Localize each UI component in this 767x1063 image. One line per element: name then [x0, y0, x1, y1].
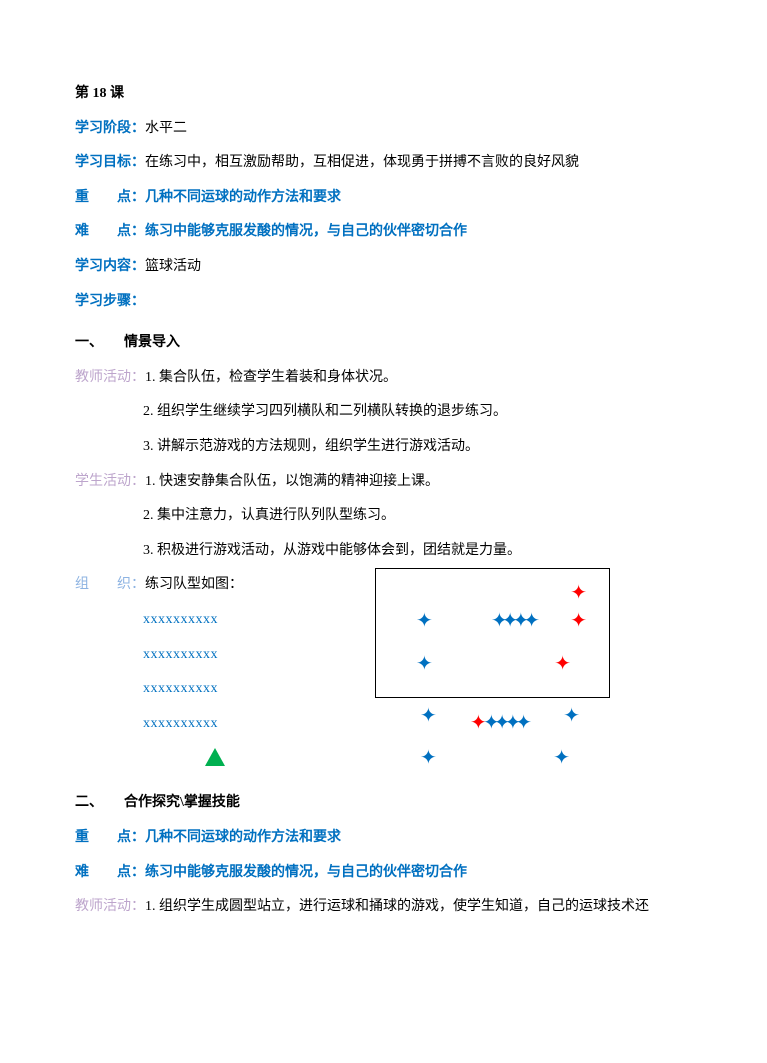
star-icon: ✦ [420, 706, 437, 726]
difficulty-row: 难 点：练习中能够克服发酸的情况，与自己的伙伴密切合作 [75, 215, 692, 249]
keypoint2-value: 几种不同运球的动作方法和要求 [145, 830, 341, 845]
teacher-item-3: 3. 讲解示范游戏的方法规则，组织学生进行游戏活动。 [75, 430, 692, 464]
content-row: 学习内容：篮球活动 [75, 250, 692, 284]
formation-left: 组 织：练习队型如图： xxxxxxxxxx xxxxxxxxxx xxxxxx… [75, 568, 355, 766]
formation-layout: 组 织：练习队型如图： xxxxxxxxxx xxxxxxxxxx xxxxxx… [75, 568, 692, 778]
star-icon: ✦ [570, 611, 587, 631]
triangle-marker [205, 748, 225, 766]
star-icon: ✦ [570, 583, 587, 603]
star-icon: ✦ [553, 748, 570, 768]
bottom-diagram: ✦ ✦ ✦✦✦✦ ✦ ✦ ✦ [375, 698, 610, 778]
content-value: 篮球活动 [145, 259, 201, 274]
keypoint-row: 重 点：几种不同运球的动作方法和要求 [75, 181, 692, 215]
section1-heading: 一、 情景导入 [75, 326, 692, 360]
section2-heading: 二、 合作探究\掌握技能 [75, 786, 692, 820]
star-icon: ✦ [416, 611, 433, 631]
teacher-item-2: 2. 组织学生继续学习四列横队和二列横队转换的退步练习。 [75, 395, 692, 429]
keypoint-value: 几种不同运球的动作方法和要求 [145, 190, 341, 205]
difficulty-label: 难 点： [75, 224, 145, 239]
goal-row: 学习目标：在练习中，相互激励帮助，互相促进，体现勇于拼搏不言败的良好风貌 [75, 146, 692, 180]
teacher-item-1: 1. 集合队伍，检查学生着装和身体状况。 [145, 370, 397, 385]
difficulty2-label: 难 点： [75, 865, 145, 880]
star-group-icon: ✦✦✦✦ [483, 713, 526, 733]
difficulty2-value: 练习中能够克服发酸的情况，与自己的伙伴密切合作 [145, 865, 467, 880]
teacher-row-1: 教师活动：1. 集合队伍，检查学生着装和身体状况。 [75, 361, 692, 395]
stage-value: 水平二 [145, 121, 187, 136]
formation-row-4: xxxxxxxxxx [75, 707, 355, 741]
keypoint-label: 重 点： [75, 190, 145, 205]
diagram-box: ✦ ✦ ✦✦✦✦ ✦ ✦ ✦ [375, 568, 610, 698]
student-item-1: 1. 快速安静集合队伍，以饱满的精神迎接上课。 [145, 474, 439, 489]
stage-row: 学习阶段：水平二 [75, 112, 692, 146]
student-item-3: 3. 积极进行游戏活动，从游戏中能够体会到，团结就是力量。 [75, 534, 692, 568]
lesson-title: 第 18 课 [75, 77, 692, 111]
star-group-icon: ✦✦✦✦ [491, 611, 534, 631]
teacher-label: 教师活动： [75, 370, 145, 385]
goal-label: 学习目标： [75, 155, 145, 170]
keypoint2-row: 重 点：几种不同运球的动作方法和要求 [75, 821, 692, 855]
org-row: 组 织：练习队型如图： [75, 568, 355, 602]
formation-row-1: xxxxxxxxxx [75, 603, 355, 637]
teacher2-row: 教师活动：1. 组织学生成圆型站立，进行运球和捅球的游戏，使学生知道，自己的运球… [75, 890, 692, 924]
difficulty-value: 练习中能够克服发酸的情况，与自己的伙伴密切合作 [145, 224, 467, 239]
keypoint2-label: 重 点： [75, 830, 145, 845]
teacher2-item: 1. 组织学生成圆型站立，进行运球和捅球的游戏，使学生知道，自己的运球技术还 [145, 899, 649, 914]
content-label: 学习内容： [75, 259, 145, 274]
difficulty2-row: 难 点：练习中能够克服发酸的情况，与自己的伙伴密切合作 [75, 856, 692, 890]
formation-row-3: xxxxxxxxxx [75, 672, 355, 706]
org-value: 练习队型如图： [145, 577, 243, 592]
star-icon: ✦ [563, 706, 580, 726]
star-icon: ✦ [416, 654, 433, 674]
steps-label: 学习步骤： [75, 285, 692, 319]
goal-value: 在练习中，相互激励帮助，互相促进，体现勇于拼搏不言败的良好风貌 [145, 155, 579, 170]
formation-right: ✦ ✦ ✦✦✦✦ ✦ ✦ ✦ ✦ ✦ ✦✦✦✦ ✦ ✦ ✦ [355, 568, 692, 778]
formation-row-2: xxxxxxxxxx [75, 638, 355, 672]
teacher2-label: 教师活动： [75, 899, 145, 914]
student-label: 学生活动： [75, 474, 145, 489]
student-item-2: 2. 集中注意力，认真进行队列队型练习。 [75, 499, 692, 533]
org-label: 组 织： [75, 577, 145, 592]
student-row-1: 学生活动：1. 快速安静集合队伍，以饱满的精神迎接上课。 [75, 465, 692, 499]
star-icon: ✦ [420, 748, 437, 768]
stage-label: 学习阶段： [75, 121, 145, 136]
star-icon: ✦ [554, 654, 571, 674]
